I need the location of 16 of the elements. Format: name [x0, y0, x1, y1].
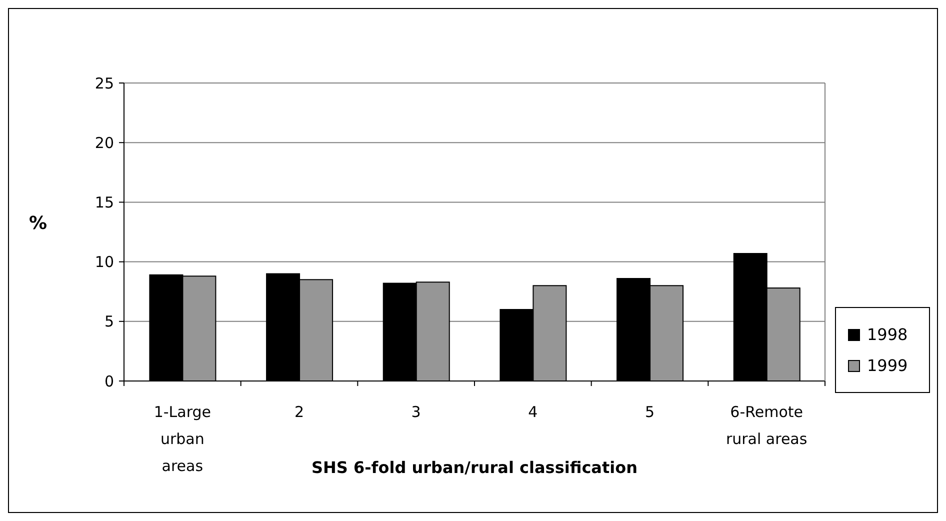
legend-label: 1998: [867, 325, 908, 344]
legend-label: 1999: [867, 356, 908, 375]
x-axis-title: SHS 6-fold urban/rural classification: [312, 458, 638, 477]
y-tick-label: 10: [94, 253, 114, 272]
x-tick-label: 5: [644, 403, 655, 421]
x-tick-label: 4: [528, 403, 538, 421]
y-tick-label: 5: [104, 312, 114, 331]
y-tick-label: 25: [94, 74, 114, 92]
y-tick-label: 15: [94, 194, 114, 212]
x-tick-label: 6-Remote rural areas: [726, 403, 808, 448]
x-tick-label: 2: [294, 403, 304, 421]
y-tick-label: 0: [104, 372, 114, 390]
x-tick-label: 3: [411, 403, 421, 421]
y-axis-title: %: [28, 212, 48, 234]
y-tick-label: 20: [94, 134, 114, 152]
x-tick-label: 1-Large urban areas: [154, 403, 212, 475]
